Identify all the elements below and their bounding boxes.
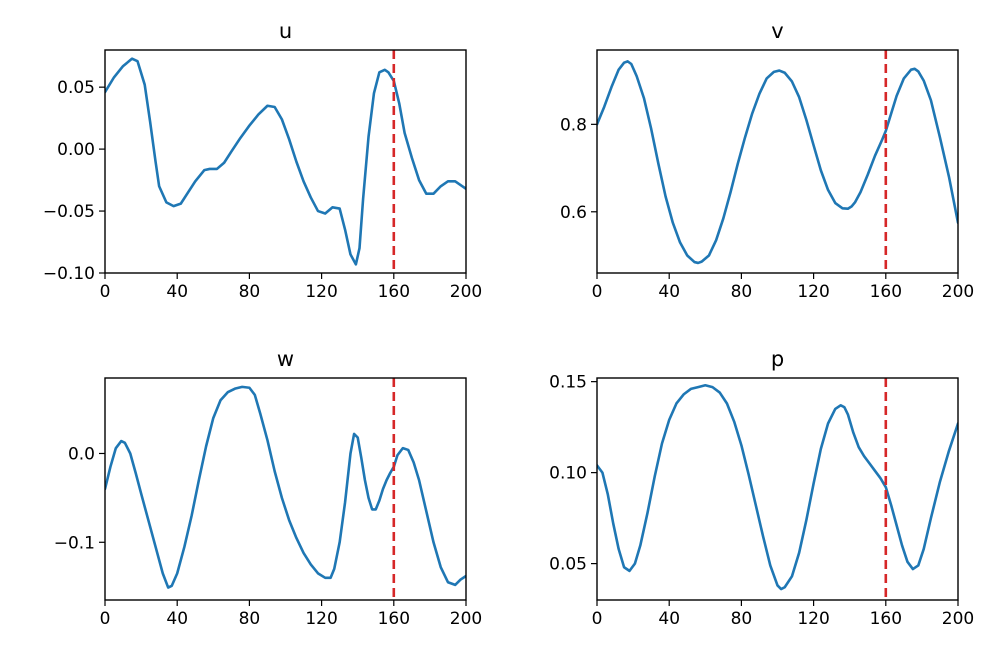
subplot-p: p 0 40 80 120 160 200 0.05 0.10 0.15 — [549, 347, 974, 629]
x-tick-label: 80 — [239, 282, 261, 302]
x-tick-label: 160 — [378, 282, 410, 302]
x-tick-label: 120 — [797, 609, 829, 629]
y-tick-label: −0.1 — [54, 533, 95, 553]
x-tick-label: 40 — [658, 282, 680, 302]
subplot-w: w 0 40 80 120 160 200 −0.1 0.0 — [54, 347, 483, 629]
axes-frame — [104, 377, 467, 601]
axes-frame — [104, 49, 467, 274]
x-tick-label: 80 — [731, 282, 753, 302]
x-tick-label: 80 — [239, 609, 261, 629]
y-tick-label: −0.10 — [43, 264, 95, 284]
x-tick-label: 200 — [450, 609, 482, 629]
x-tick-label: 0 — [100, 282, 111, 302]
x-tick-label: 80 — [731, 609, 753, 629]
y-tick-label: 0.6 — [560, 203, 587, 223]
y-tick-label: 0.8 — [560, 115, 587, 135]
x-tick-label: 40 — [166, 282, 188, 302]
subplot-title: p — [771, 347, 784, 371]
y-tick-label: −0.05 — [43, 202, 95, 222]
series-line-w — [105, 385, 466, 589]
x-tick-label: 160 — [378, 609, 410, 629]
y-tick-label: 0.15 — [549, 373, 587, 393]
y-tick-label: 0.00 — [57, 140, 95, 160]
y-tick-label: 0.05 — [57, 78, 95, 98]
x-tick-label: 0 — [592, 282, 603, 302]
y-tick-label: 0.0 — [68, 444, 95, 464]
x-tick-label: 0 — [100, 609, 111, 629]
x-tick-label: 200 — [942, 609, 974, 629]
x-tick-label: 40 — [166, 609, 188, 629]
y-tick-label: 0.05 — [549, 555, 587, 575]
x-tick-label: 40 — [658, 609, 680, 629]
x-tick-label: 120 — [305, 609, 337, 629]
subplot-u: u 0 40 80 120 160 200 −0.10 −0.05 0.00 0.05 — [43, 19, 482, 302]
x-tick-label: 160 — [870, 609, 902, 629]
subplot-title: w — [277, 347, 294, 371]
series-line-p — [597, 383, 958, 591]
series-line-v — [597, 60, 958, 265]
axes-frame — [596, 377, 959, 601]
y-tick-label: 0.10 — [549, 464, 587, 484]
series-line-u — [105, 57, 466, 266]
subplot-title: u — [279, 19, 292, 43]
subplot-v: v 0 40 80 120 160 200 0.6 0.8 — [560, 19, 974, 302]
axes-frame — [596, 49, 959, 274]
x-tick-label: 160 — [870, 282, 902, 302]
subplot-title: v — [771, 19, 783, 43]
x-tick-label: 0 — [592, 609, 603, 629]
x-tick-label: 200 — [450, 282, 482, 302]
x-tick-label: 120 — [305, 282, 337, 302]
x-tick-label: 200 — [942, 282, 974, 302]
x-tick-label: 120 — [797, 282, 829, 302]
